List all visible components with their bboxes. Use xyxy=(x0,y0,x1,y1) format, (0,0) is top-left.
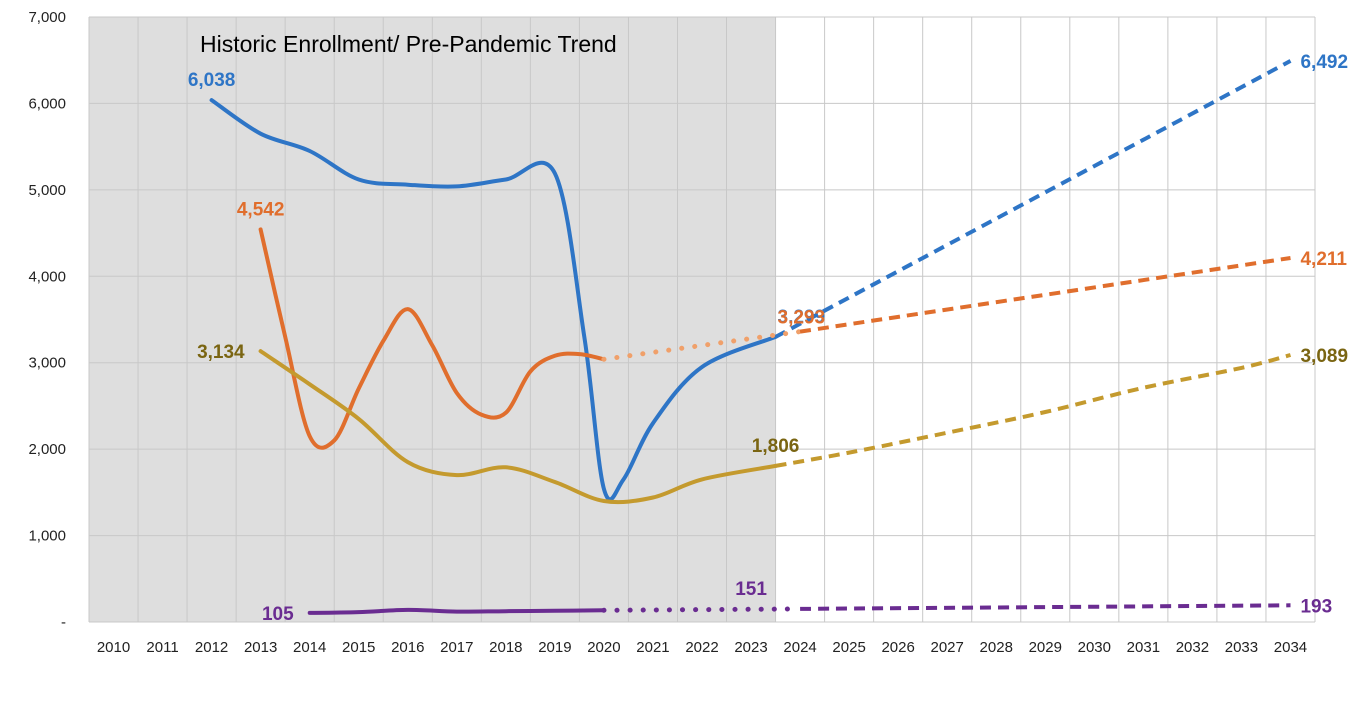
x-tick-label: 2015 xyxy=(342,639,375,656)
orange-historic-line xyxy=(258,227,606,450)
y-tick-label: 7,000 xyxy=(28,9,66,26)
gold-data-label: 3,134 xyxy=(197,342,245,363)
x-tick-label: 2024 xyxy=(783,639,816,656)
x-tick-label: 2018 xyxy=(489,639,522,656)
x-axis-labels: 2010 2011 2012 2013 2014 2015 2016 2017 2018 2019… xyxy=(97,639,1307,656)
x-tick-label: 2017 xyxy=(440,639,473,656)
orange-bridge-dotted-line xyxy=(601,329,803,362)
y-tick-label: 1,000 xyxy=(28,528,66,545)
gold-projection-dashed-line xyxy=(775,353,1292,468)
y-axis-labels: - 1,000 2,000 3,000 4,000 5,000 6,000 7,000 xyxy=(28,9,66,631)
x-tick-label: 2010 xyxy=(97,639,130,656)
data-labels: 6,038 3,299 6,492 4,542 3,293 4,211 3,134 1,806… xyxy=(188,52,1348,625)
y-tick-label: 5,000 xyxy=(28,182,66,199)
gold-data-label: 1,806 xyxy=(752,436,800,457)
x-tick-label: 2021 xyxy=(636,639,669,656)
purple-projection-dashed-line xyxy=(800,603,1291,611)
orange-data-label: 4,211 xyxy=(1300,249,1347,270)
gold-data-label: 3,089 xyxy=(1300,346,1348,367)
x-tick-label: 2027 xyxy=(931,639,964,656)
x-tick-label: 2029 xyxy=(1029,639,1062,656)
blue-data-label: 6,492 xyxy=(1300,52,1348,73)
chart-title: Historic Enrollment/ Pre-Pandemic Trend xyxy=(200,31,617,57)
y-tick-label: 4,000 xyxy=(28,268,66,285)
y-tick-label: - xyxy=(61,614,66,631)
gold-historic-line xyxy=(258,349,778,505)
series-lines xyxy=(209,59,1292,615)
x-tick-label: 2025 xyxy=(832,639,865,656)
blue-data-label: 6,038 xyxy=(188,70,236,91)
x-tick-label: 2023 xyxy=(734,639,767,656)
purple-data-label: 105 xyxy=(262,604,294,625)
gridlines xyxy=(88,16,1316,623)
x-tick-label: 2031 xyxy=(1127,639,1160,656)
x-tick-label: 2013 xyxy=(244,639,277,656)
y-tick-label: 2,000 xyxy=(28,441,66,458)
x-tick-label: 2032 xyxy=(1176,639,1209,656)
x-tick-label: 2030 xyxy=(1078,639,1111,656)
x-tick-label: 2020 xyxy=(587,639,620,656)
purple-data-label: 151 xyxy=(735,579,767,600)
y-tick-label: 3,000 xyxy=(28,355,66,372)
x-tick-label: 2012 xyxy=(195,639,228,656)
x-tick-label: 2026 xyxy=(881,639,914,656)
x-tick-label: 2016 xyxy=(391,639,424,656)
y-tick-label: 6,000 xyxy=(28,95,66,112)
x-tick-label: 2019 xyxy=(538,639,571,656)
x-tick-label: 2014 xyxy=(293,639,326,656)
blue-data-label: 3,299 xyxy=(778,307,826,328)
blue-projection-dashed-line xyxy=(774,59,1292,339)
orange-data-label: 3,293 xyxy=(778,307,826,328)
blue-historic-line xyxy=(209,98,778,502)
x-tick-label: 2011 xyxy=(146,639,178,656)
x-tick-label: 2033 xyxy=(1225,639,1258,656)
x-tick-label: 2028 xyxy=(980,639,1013,656)
purple-data-label: 193 xyxy=(1300,596,1332,617)
orange-data-label: 4,542 xyxy=(237,199,285,220)
x-tick-label: 2022 xyxy=(685,639,718,656)
purple-historic-line xyxy=(307,607,606,615)
x-tick-label: 2034 xyxy=(1274,639,1307,656)
